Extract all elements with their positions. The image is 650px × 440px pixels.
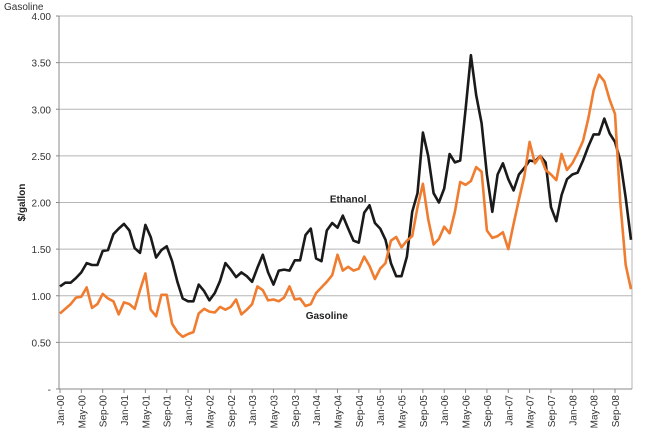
y-tick-label: 0.50 [32,338,52,349]
y-tick-label: 4.00 [32,12,52,23]
x-tick-label: May-06 [462,395,473,429]
x-tick-label: Jan-04 [312,395,323,426]
x-tick-label: Sep-05 [419,395,430,428]
series-label-ethanol: Ethanol [330,195,367,206]
x-tick-label: Jan-03 [248,395,259,426]
x-tick-label: Sep-04 [355,395,366,428]
y-tick-label: 1.50 [32,245,52,256]
x-tick-label: Jan-01 [120,395,131,426]
x-tick-label: May-04 [333,395,344,429]
x-tick-label: May-03 [269,395,280,429]
x-tick-label: May-00 [77,395,88,429]
x-tick-label: Sep-03 [291,395,302,428]
x-tick-label: Jan-08 [568,395,579,426]
y-tick-label: 3.50 [32,59,52,70]
y-tick-label: - [48,385,51,396]
series-line-gasoline [59,73,633,339]
x-tick-label: Sep-08 [611,395,622,428]
y-tick-label: 3.00 [32,105,52,116]
series-label-gasoline: Gasoline [306,311,349,322]
x-tick-label: Jan-05 [376,395,387,426]
x-tick-label: Sep-02 [227,395,238,428]
y-tick-label: 1.00 [32,292,52,303]
chart-title: Gasoline [4,2,44,13]
x-tick-label: Jan-00 [56,395,67,426]
y-axis-label: $/gallon [17,184,28,222]
x-tick-label: May-05 [398,395,409,429]
x-tick-label: May-07 [526,395,537,429]
x-tick-label: Jan-02 [184,395,195,426]
x-tick-label: Sep-01 [163,395,174,428]
x-tick-label: May-02 [205,395,216,429]
x-tick-label: May-08 [590,395,601,429]
y-tick-label: 2.50 [32,152,52,163]
series-line-ethanol [59,53,633,303]
x-tick-label: May-01 [141,395,152,429]
x-tick-label: Sep-06 [483,395,494,428]
y-tick-label: 2.00 [32,199,52,210]
x-tick-label: Jan-07 [504,395,515,426]
x-tick-label: Sep-07 [547,395,558,428]
x-tick-label: Sep-00 [99,395,110,428]
x-tick-label: Jan-06 [440,395,451,426]
